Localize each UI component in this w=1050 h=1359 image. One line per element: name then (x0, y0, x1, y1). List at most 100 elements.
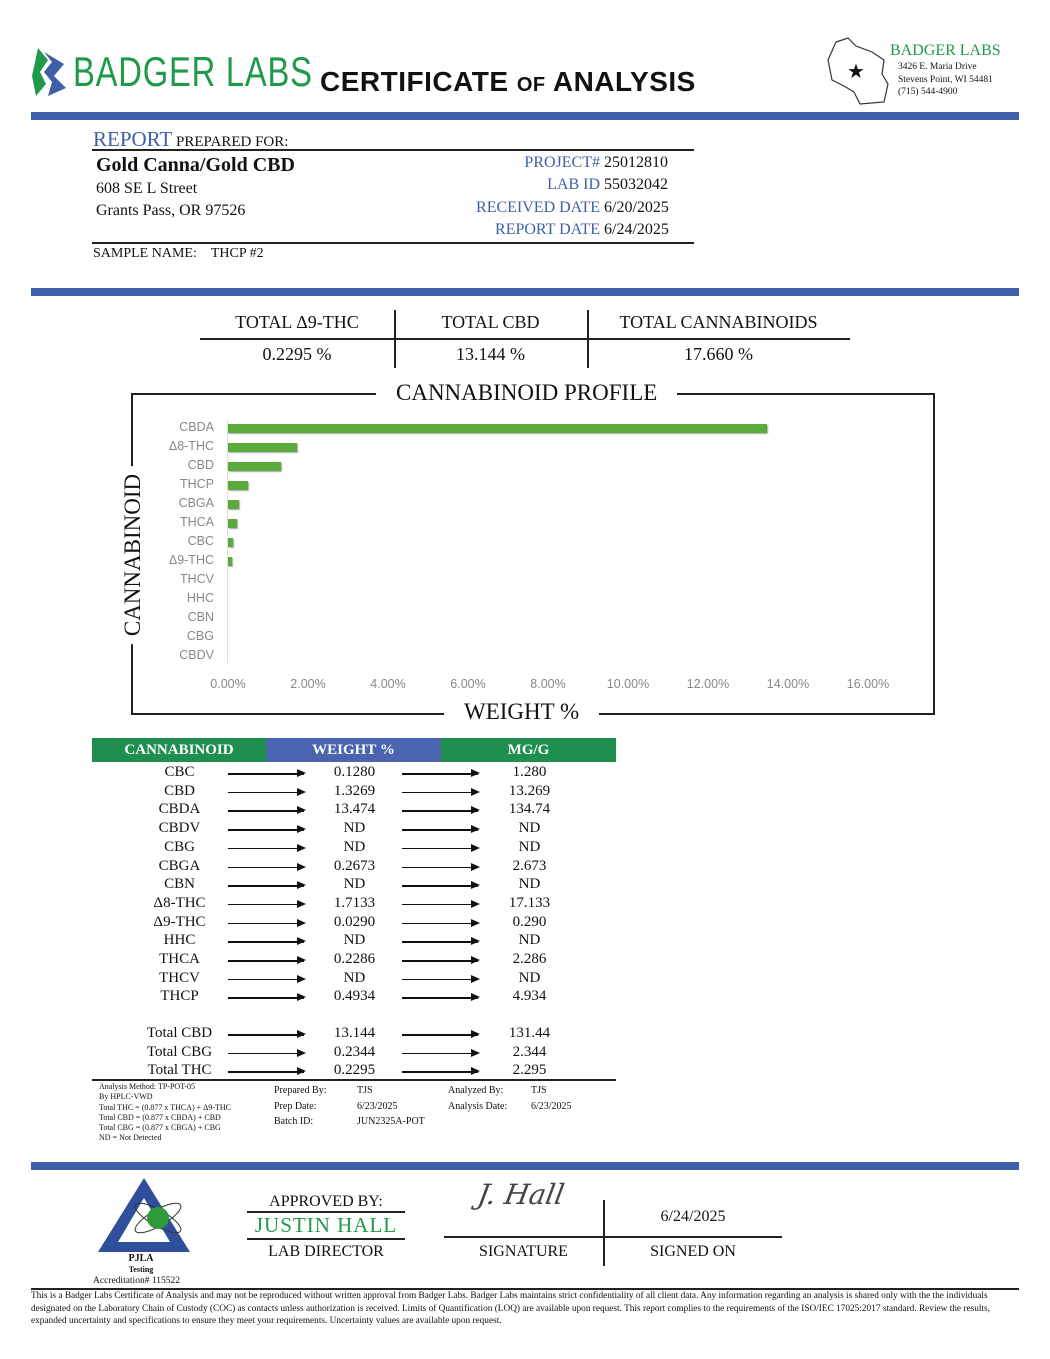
arrow-icon (402, 807, 480, 814)
table-row: Total CBD 13.144 131.44 (92, 1025, 616, 1043)
arrow-icon (228, 863, 306, 870)
y-tick-label: THCP (179, 477, 214, 491)
table-row: CBGA 0.2673 2.673 (92, 858, 616, 876)
signed-on-label: SIGNED ON (650, 1243, 736, 1260)
arrow-icon (228, 807, 306, 814)
signature-label: SIGNATURE (479, 1243, 568, 1260)
arrow-icon (228, 957, 306, 963)
mgg-value: 1.280 (512, 764, 547, 780)
report-fields: PROJECT# 25012810 LAB ID 55032042 RECEIV… (400, 152, 690, 241)
prep-info: Prepared By: TJS Prep Date: 6/23/2025 Batc… (274, 1085, 425, 1127)
arrow-icon (402, 844, 480, 851)
cannabinoid-name: HHC (163, 932, 196, 949)
summary-label-thc: TOTAL Δ9-THC (235, 312, 359, 332)
header-divider (31, 112, 1019, 120)
y-tick-label: CBDA (179, 420, 214, 434)
chart-frame (131, 393, 935, 715)
weight-value: ND (343, 838, 366, 855)
arrow-icon (402, 957, 480, 963)
arrow-icon (402, 770, 480, 776)
table-row: THCP 0.4934 4.934 (92, 988, 616, 1006)
sample-name: SAMPLE NAME: THCP #2 (93, 246, 264, 261)
y-tick-label: CBGA (178, 496, 214, 510)
cannabinoid-name: THCA (159, 951, 200, 967)
arrow-icon (402, 919, 480, 926)
cannabinoid-name: Δ9-THC (153, 913, 206, 930)
document-title: CERTIFICATE OF ANALYSIS (320, 66, 696, 97)
mgg-value: ND (518, 838, 541, 855)
mgg-value: 0.290 (512, 913, 547, 930)
bar-THCP (228, 481, 248, 490)
arrow-icon (228, 938, 306, 945)
summary-value-cbd: 13.144 % (456, 344, 525, 364)
accreditation-number: Accreditation# 115522 (93, 1276, 180, 1286)
bar-THCA (228, 519, 238, 528)
svg-text:★: ★ (847, 61, 865, 83)
divider (92, 149, 694, 151)
x-tick-label: 4.00% (370, 677, 406, 691)
approver-name: JUSTIN HALL (254, 1213, 398, 1237)
divider (31, 1288, 1019, 1290)
arrow-icon (228, 770, 306, 776)
arrow-icon (402, 788, 480, 795)
badger-logo-icon (32, 48, 66, 96)
arrow-icon (402, 975, 480, 982)
arrow-icon (228, 919, 306, 926)
approved-by-label: APPROVED BY: (269, 1193, 383, 1210)
cannabinoid-name: CBC (164, 764, 195, 780)
arrow-icon (228, 994, 306, 1001)
cannabinoid-name: THCP (160, 988, 199, 1005)
y-tick-label: Δ9-THC (168, 553, 214, 567)
mgg-value: ND (518, 969, 541, 986)
arrow-icon (402, 826, 480, 833)
lab-name: BADGER LABS (890, 42, 1001, 59)
weight-value: ND (343, 820, 366, 837)
weight-value: 0.2673 (333, 857, 376, 874)
cannabinoid-name: CBGA (158, 857, 201, 874)
bar-CBD (228, 462, 282, 471)
client-city: Grants Pass, OR 97526 (96, 202, 246, 219)
cannabinoid-name: Total CBD (146, 1025, 213, 1041)
weight-value: 0.0290 (333, 913, 376, 930)
table-row: HHC ND ND (92, 932, 616, 950)
section-divider (31, 288, 1019, 296)
arrow-icon (228, 882, 306, 889)
x-tick-label: 2.00% (290, 677, 326, 691)
cannabinoid-name: Total THC (147, 1062, 212, 1078)
cannabinoid-name: THCV (159, 969, 200, 986)
chart-title: CANNABINOID PROFILE (376, 380, 678, 406)
chart-x-label: WEIGHT % (444, 699, 600, 725)
x-tick-label: 10.00% (606, 677, 650, 691)
arrow-icon (228, 826, 306, 833)
summary-value-total: 17.660 % (684, 344, 753, 364)
divider (247, 1211, 405, 1213)
summary-label-cbd: TOTAL CBD (441, 312, 540, 332)
mgg-value: ND (518, 876, 541, 893)
arrow-icon (228, 900, 306, 907)
wisconsin-map-icon: ★ (827, 37, 889, 105)
table-row: THCV ND ND (92, 970, 616, 988)
y-tick-label: THCA (179, 515, 214, 529)
cannabinoid-name: CBN (164, 876, 195, 893)
mgg-value: 131.44 (508, 1025, 551, 1041)
table-row: Δ9-THC 0.0290 0.290 (92, 914, 616, 932)
mgg-value: ND (518, 932, 541, 949)
weight-value: 1.7133 (333, 894, 376, 911)
header-mgg: MG/G (441, 738, 616, 762)
cannabinoid-name: CBD (164, 782, 195, 799)
y-tick-label: Δ8-THC (168, 439, 214, 453)
mgg-value: 4.934 (512, 988, 547, 1005)
x-tick-label: 8.00% (530, 677, 566, 691)
arrow-icon (228, 1068, 306, 1074)
pjla-text: PJLA Testing (128, 1253, 154, 1274)
disclaimer: This is a Badger Labs Certificate of Ana… (31, 1291, 990, 1326)
bar-CBDA (228, 424, 767, 433)
x-tick-label: 16.00% (846, 677, 890, 691)
x-tick-label: 14.00% (766, 677, 810, 691)
summary-table: TOTAL Δ9-THC TOTAL CBD TOTAL CANNABINOID… (200, 310, 850, 368)
field-project: PROJECT# 25012810 (524, 154, 668, 171)
arrow-icon (228, 844, 306, 851)
x-tick-label: 12.00% (686, 677, 730, 691)
arrow-icon (228, 1049, 306, 1056)
